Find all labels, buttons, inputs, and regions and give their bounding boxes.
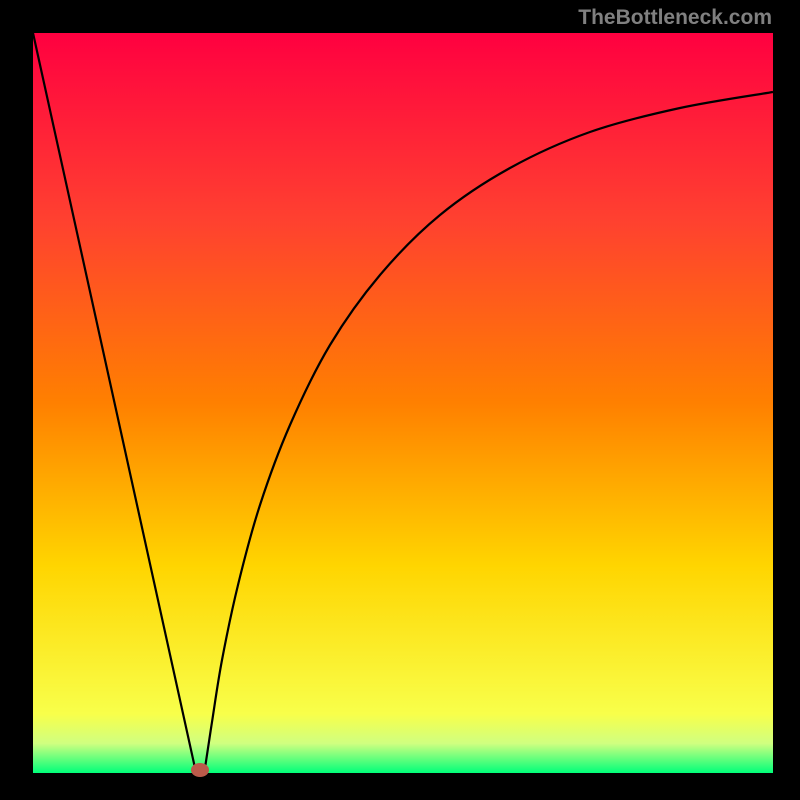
minimum-marker	[191, 763, 209, 777]
curve-path	[33, 33, 773, 768]
watermark-text: TheBottleneck.com	[578, 6, 772, 30]
plot-area	[33, 33, 773, 773]
curve-svg	[33, 33, 773, 773]
